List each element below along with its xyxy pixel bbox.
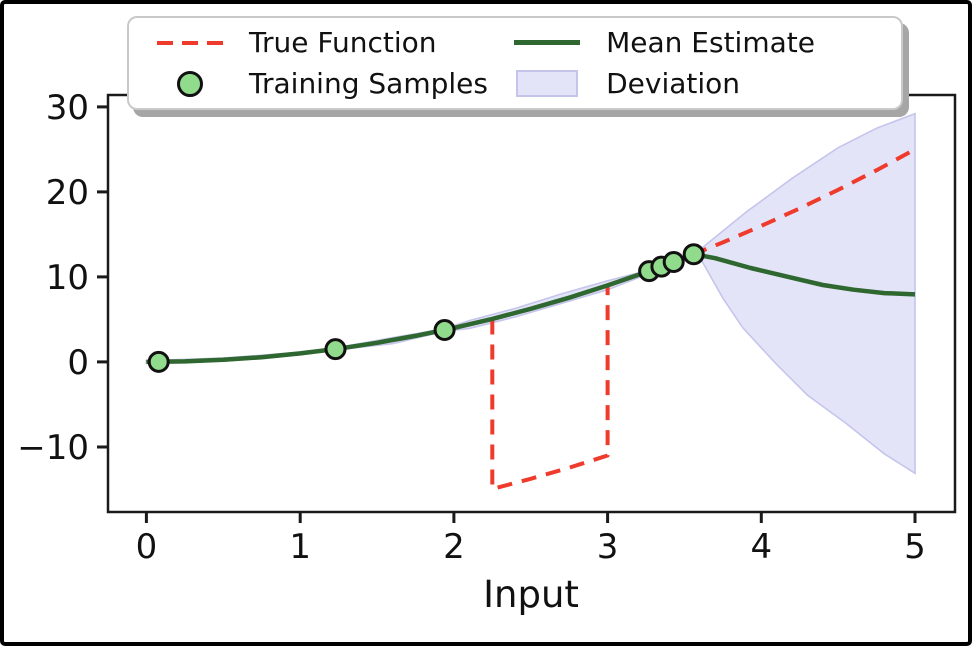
training-sample-marker [433,319,456,341]
x-tick-label: 5 [904,527,926,567]
legend-label-mean-estimate: Mean Estimate [606,25,815,59]
legend-label-true-function: True Function [249,25,437,59]
y-tick-label: 10 [46,258,89,298]
legend-label-training-samples: Training Samples [249,66,488,100]
legend-item-deviation: Deviation [514,63,901,104]
training-sample-marker [662,251,685,273]
training-sample-marker [324,338,347,361]
x-tick-label: 0 [136,527,158,567]
x-tick-label: 4 [750,527,772,567]
training-sample-marker [682,243,705,266]
legend-label-deviation: Deviation [606,66,741,100]
x-tick-label: 3 [597,527,619,567]
patch-swatch [514,70,580,97]
legend-item-true-function: True Function [157,22,514,63]
solid-line-swatch [514,40,581,45]
mean-estimate-line [146,251,916,365]
y-tick-label: 30 [46,88,89,128]
legend: True Function Training Samples Mean Esti… [127,16,903,110]
y-tick-label: 0 [67,343,89,383]
dashed-line-swatch [157,40,223,45]
true-function-line [146,147,916,491]
x-tick-label: 1 [289,527,311,567]
x-axis-title: Input [483,573,579,616]
deviation-band [145,112,916,475]
x-tick-label: 2 [443,527,465,567]
y-tick-label: 20 [46,173,89,213]
training-sample-marker [147,350,170,373]
legend-item-training-samples: Training Samples [157,63,514,104]
circle-marker-swatch [157,70,223,97]
y-tick-label: −10 [17,428,89,468]
legend-item-mean-estimate: Mean Estimate [514,22,901,63]
